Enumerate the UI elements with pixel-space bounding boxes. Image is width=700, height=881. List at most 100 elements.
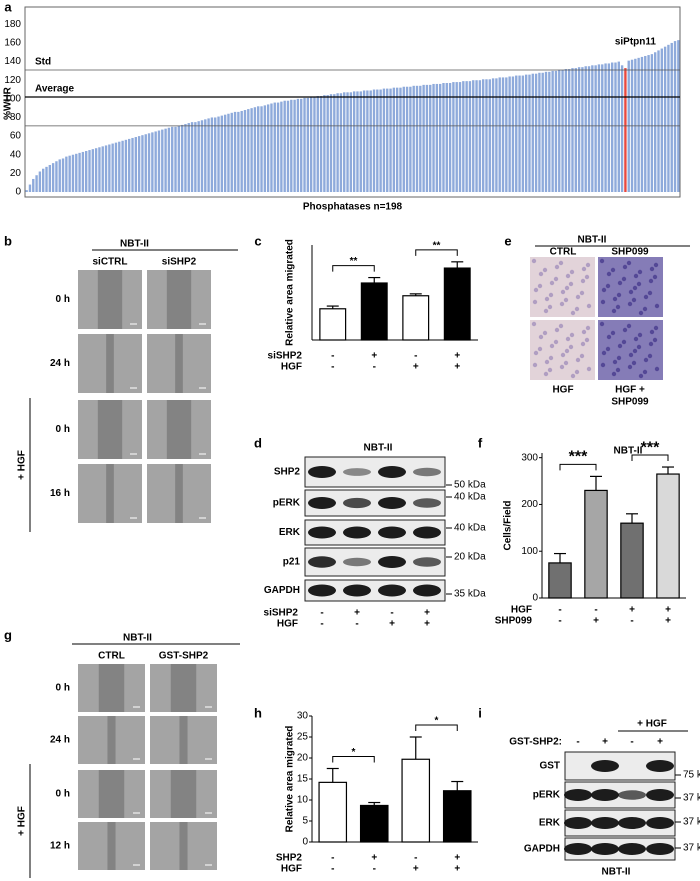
- bar: [247, 109, 250, 192]
- bar: [296, 98, 300, 192]
- micrograph-gap: [107, 822, 116, 870]
- column-label: siCTRL: [93, 257, 128, 268]
- bar: [131, 137, 134, 192]
- cell: [533, 350, 539, 356]
- bar: [75, 153, 78, 192]
- cell: [648, 278, 654, 284]
- micrograph-gap: [98, 664, 125, 712]
- cell: [531, 321, 537, 327]
- reference-label: Std: [35, 57, 51, 68]
- reference-label: Average: [35, 84, 75, 95]
- bar: [118, 141, 121, 192]
- bar: [634, 58, 637, 192]
- bar: [591, 65, 594, 192]
- bar: [528, 74, 531, 192]
- cell: [611, 371, 617, 377]
- bar: [442, 83, 445, 192]
- bar: [204, 119, 207, 192]
- bar: [78, 152, 81, 192]
- bar: [544, 71, 548, 192]
- cell: [579, 353, 585, 359]
- bar: [352, 91, 356, 192]
- cell: [626, 260, 632, 266]
- panel-title: NBT-II: [364, 443, 393, 454]
- cell: [652, 337, 658, 343]
- y-tick-label: 180: [4, 19, 21, 30]
- bar: [660, 48, 663, 193]
- y-tick-label: 300: [521, 452, 538, 463]
- bar: [472, 80, 475, 192]
- bar: [534, 73, 538, 192]
- condition-sign: -: [558, 605, 561, 616]
- cell: [544, 296, 550, 302]
- blot-band: [413, 557, 441, 567]
- cell: [606, 334, 612, 340]
- bar: [624, 68, 627, 192]
- bar: [329, 94, 333, 192]
- micrograph-gap: [166, 270, 192, 329]
- bar: [35, 175, 38, 192]
- cell: [600, 362, 606, 368]
- cell: [563, 360, 569, 366]
- x-axis-label: Phosphatases n=198: [303, 202, 403, 213]
- bar: [458, 82, 462, 192]
- bar: [677, 40, 680, 192]
- column-label: siSHP2: [162, 257, 197, 268]
- bar: [656, 473, 680, 599]
- condition-sign: +: [389, 619, 395, 630]
- bar: [415, 85, 419, 192]
- bar: [462, 81, 465, 192]
- panel-letter: c: [254, 233, 261, 248]
- bar: [548, 71, 551, 192]
- cell: [649, 329, 655, 335]
- bar: [419, 85, 422, 192]
- bar: [653, 52, 657, 193]
- condition-sign: +: [413, 362, 419, 373]
- bar: [495, 78, 498, 192]
- cell: [632, 348, 638, 354]
- bar: [58, 159, 61, 192]
- cell: [585, 325, 591, 331]
- bar: [359, 804, 389, 843]
- column-label: SHP099: [611, 247, 649, 258]
- y-tick-label: 100: [4, 93, 21, 104]
- condition-sign: +: [629, 605, 635, 616]
- y-axis-label: Cells/Field: [503, 500, 514, 550]
- cell: [601, 287, 607, 293]
- row-label: 16 h: [50, 488, 70, 499]
- cell: [575, 357, 581, 363]
- bar: [319, 96, 323, 192]
- blot-band: [343, 468, 371, 476]
- blot-label: GST: [539, 761, 560, 772]
- condition-sign: +: [424, 608, 430, 619]
- blot-band: [564, 789, 592, 801]
- bar: [551, 70, 554, 192]
- cell: [633, 336, 639, 342]
- bar: [94, 148, 98, 192]
- row-label: 24 h: [50, 358, 70, 369]
- cell: [631, 297, 637, 303]
- condition-label: siSHP2: [264, 608, 299, 619]
- bar: [283, 100, 286, 192]
- cell: [643, 357, 649, 363]
- blot-band: [308, 526, 336, 539]
- significance-label: *: [435, 716, 439, 727]
- bar: [55, 161, 58, 192]
- bar: [577, 67, 581, 192]
- cell: [586, 366, 592, 372]
- cell: [570, 373, 576, 379]
- bar: [369, 90, 372, 192]
- cell: [654, 303, 660, 309]
- bar: [293, 99, 296, 192]
- y-tick-label: 20: [297, 753, 309, 764]
- bar: [561, 69, 564, 192]
- micrograph-gap: [170, 770, 197, 818]
- bottom-label: HGF: [552, 385, 573, 396]
- cell: [581, 266, 587, 272]
- cell: [553, 339, 559, 345]
- condition-sign: -: [414, 853, 417, 864]
- cell: [654, 366, 660, 372]
- cell: [642, 369, 648, 375]
- blot-label: ERK: [279, 527, 301, 538]
